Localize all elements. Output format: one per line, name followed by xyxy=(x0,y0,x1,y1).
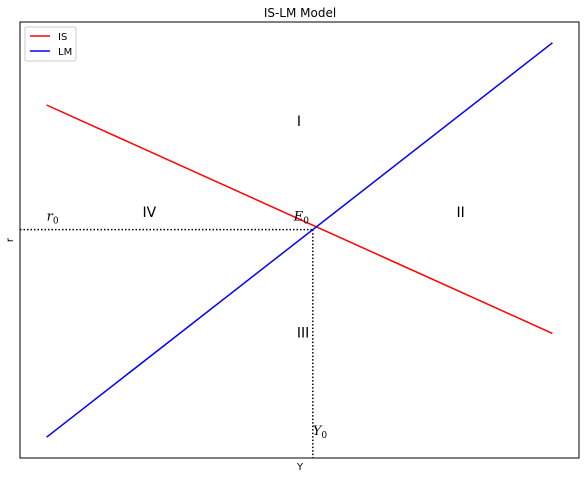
equilibrium-label-subscript: 0 xyxy=(303,217,309,227)
series-line-is xyxy=(46,104,553,335)
series-line-lm xyxy=(46,42,553,438)
equilibrium-label-base: E xyxy=(293,210,304,225)
legend: IS LM xyxy=(24,26,77,62)
x-axis-label: Y xyxy=(296,462,304,473)
r0-label-subscript: 0 xyxy=(53,217,59,227)
r0-label-base: r xyxy=(47,210,54,225)
equilibrium-label: E0 xyxy=(293,210,310,227)
legend-label-lm: LM xyxy=(58,47,72,58)
y0-label: Y0 xyxy=(313,424,328,441)
r0-label: r0 xyxy=(47,210,59,227)
y-axis-label: r xyxy=(5,237,16,242)
y0-label-subscript: 0 xyxy=(321,431,327,441)
annotation-region-1: I xyxy=(297,114,301,130)
legend-label-is: IS xyxy=(58,32,67,43)
y0-label-base: Y xyxy=(313,424,323,439)
chart-title: IS-LM Model xyxy=(264,6,336,20)
plot-frame xyxy=(19,21,580,459)
annotation-region-3: III xyxy=(297,326,309,342)
annotation-region-4: IV xyxy=(142,205,156,221)
annotation-region-2: II xyxy=(457,205,465,221)
